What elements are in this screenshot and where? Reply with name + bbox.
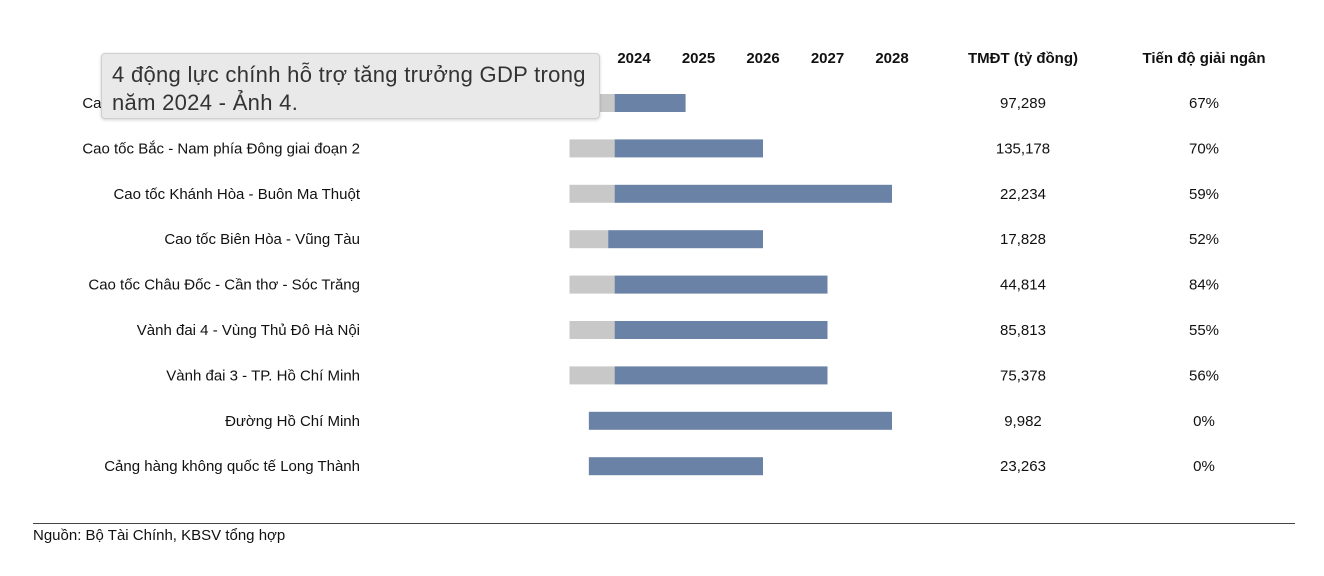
disbursement-value-4: 52% xyxy=(1189,231,1219,248)
x-tick-label-2027: 2027 xyxy=(811,50,844,67)
disbursement-value-5: 84% xyxy=(1189,277,1219,294)
row-label-7: Vành đai 3 - TP. Hồ Chí Minh xyxy=(166,367,360,384)
investment-value-3: 22,234 xyxy=(1000,186,1046,203)
gantt-chart: 202020212022202320242025202620272028TMĐT… xyxy=(82,50,1266,476)
investment-value-9: 23,263 xyxy=(1000,458,1046,475)
investment-value-7: 75,378 xyxy=(1000,367,1046,384)
x-tick-label-2028: 2028 xyxy=(875,50,908,67)
row-label-3: Cao tốc Khánh Hòa - Buôn Ma Thuột xyxy=(113,186,360,203)
header-disbursement: Tiến độ giải ngân xyxy=(1142,50,1265,67)
row-label-9: Cảng hàng không quốc tế Long Thành xyxy=(104,458,360,475)
disbursement-value-3: 59% xyxy=(1189,186,1219,203)
bar-preparation-4 xyxy=(569,230,609,249)
bar-construction-1 xyxy=(614,94,686,112)
bar-construction-6 xyxy=(614,321,828,339)
bar-preparation-7 xyxy=(569,366,615,385)
disbursement-value-7: 56% xyxy=(1189,367,1219,384)
divider xyxy=(33,523,1295,524)
disbursement-value-2: 70% xyxy=(1189,140,1219,157)
bar-preparation-2 xyxy=(569,139,615,158)
x-tick-label-2025: 2025 xyxy=(682,50,715,67)
bar-construction-4 xyxy=(608,230,763,249)
x-tick-label-2024: 2024 xyxy=(617,50,651,67)
investment-value-4: 17,828 xyxy=(1000,231,1046,248)
investment-value-6: 85,813 xyxy=(1000,322,1046,339)
bar-preparation-6 xyxy=(569,321,615,339)
row-label-6: Vành đai 4 - Vùng Thủ Đô Hà Nội xyxy=(137,322,360,339)
bar-preparation-5 xyxy=(569,275,615,294)
bar-construction-9 xyxy=(588,457,763,476)
row-label-5: Cao tốc Châu Đốc - Cần thơ - Sóc Trăng xyxy=(88,277,360,294)
source-note: Nguồn: Bộ Tài Chính, KBSV tổng hợp xyxy=(33,527,286,544)
x-tick-label-2026: 2026 xyxy=(746,50,779,67)
disbursement-value-9: 0% xyxy=(1193,458,1215,475)
investment-value-5: 44,814 xyxy=(1000,277,1046,294)
investment-value-2: 135,178 xyxy=(996,140,1050,157)
row-label-4: Cao tốc Biên Hòa - Vũng Tàu xyxy=(164,231,360,248)
disbursement-value-1: 67% xyxy=(1189,95,1219,112)
image-tooltip: 4 động lực chính hỗ trợ tăng trưởng GDP … xyxy=(101,53,600,119)
investment-value-8: 9,982 xyxy=(1004,413,1042,430)
bar-construction-7 xyxy=(614,366,828,385)
bar-preparation-3 xyxy=(569,184,615,203)
bar-construction-3 xyxy=(614,184,892,203)
row-label-8: Đường Hồ Chí Minh xyxy=(225,413,360,430)
disbursement-value-8: 0% xyxy=(1193,413,1215,430)
disbursement-value-6: 55% xyxy=(1189,322,1219,339)
bar-construction-5 xyxy=(614,275,828,294)
bar-construction-2 xyxy=(614,139,763,158)
row-label-2: Cao tốc Bắc - Nam phía Đông giai đoạn 2 xyxy=(82,140,360,157)
investment-value-1: 97,289 xyxy=(1000,95,1046,112)
bar-construction-8 xyxy=(588,411,892,430)
header-investment: TMĐT (tỷ đồng) xyxy=(968,50,1078,67)
